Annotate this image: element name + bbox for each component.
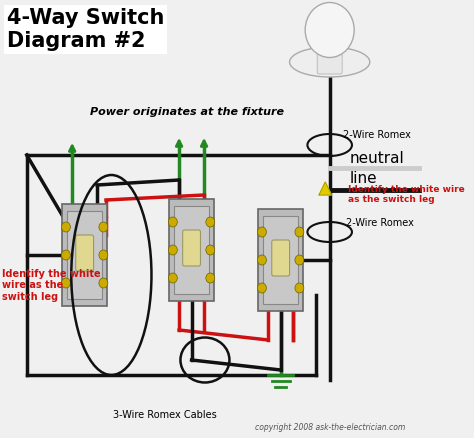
Circle shape — [99, 222, 108, 232]
Circle shape — [295, 283, 304, 293]
Ellipse shape — [305, 3, 354, 57]
Circle shape — [62, 278, 71, 288]
Circle shape — [257, 255, 266, 265]
Text: Identify the white wire
as the switch leg: Identify the white wire as the switch le… — [347, 184, 464, 204]
Circle shape — [295, 227, 304, 237]
Circle shape — [168, 217, 177, 227]
FancyBboxPatch shape — [67, 211, 102, 299]
Text: line: line — [349, 171, 377, 186]
FancyBboxPatch shape — [169, 199, 214, 301]
Circle shape — [62, 222, 71, 232]
Ellipse shape — [290, 47, 370, 77]
FancyBboxPatch shape — [63, 204, 107, 306]
Circle shape — [257, 283, 266, 293]
FancyBboxPatch shape — [76, 235, 93, 271]
FancyBboxPatch shape — [182, 230, 201, 266]
Circle shape — [257, 227, 266, 237]
FancyBboxPatch shape — [174, 206, 210, 294]
Text: Power originates at the fixture: Power originates at the fixture — [90, 107, 284, 117]
Circle shape — [206, 245, 215, 255]
Polygon shape — [319, 182, 331, 195]
Text: Identify the white
wire as the
switch leg: Identify the white wire as the switch le… — [2, 269, 100, 302]
FancyBboxPatch shape — [317, 50, 342, 74]
Text: 3-Wire Romex Cables: 3-Wire Romex Cables — [113, 410, 217, 420]
Circle shape — [62, 250, 71, 260]
FancyBboxPatch shape — [263, 216, 299, 304]
Text: neutral: neutral — [349, 151, 404, 166]
Circle shape — [206, 273, 215, 283]
Text: 2-Wire Romex: 2-Wire Romex — [346, 218, 414, 228]
Text: 2-Wire Romex: 2-Wire Romex — [343, 130, 411, 140]
FancyBboxPatch shape — [272, 240, 290, 276]
FancyBboxPatch shape — [258, 209, 303, 311]
Circle shape — [168, 245, 177, 255]
Text: 4-Way Switch
Diagram #2: 4-Way Switch Diagram #2 — [7, 8, 164, 51]
Circle shape — [295, 255, 304, 265]
Text: copyright 2008 ask-the-electrician.com: copyright 2008 ask-the-electrician.com — [255, 423, 405, 432]
Circle shape — [206, 217, 215, 227]
Circle shape — [99, 278, 108, 288]
Circle shape — [99, 250, 108, 260]
Circle shape — [168, 273, 177, 283]
